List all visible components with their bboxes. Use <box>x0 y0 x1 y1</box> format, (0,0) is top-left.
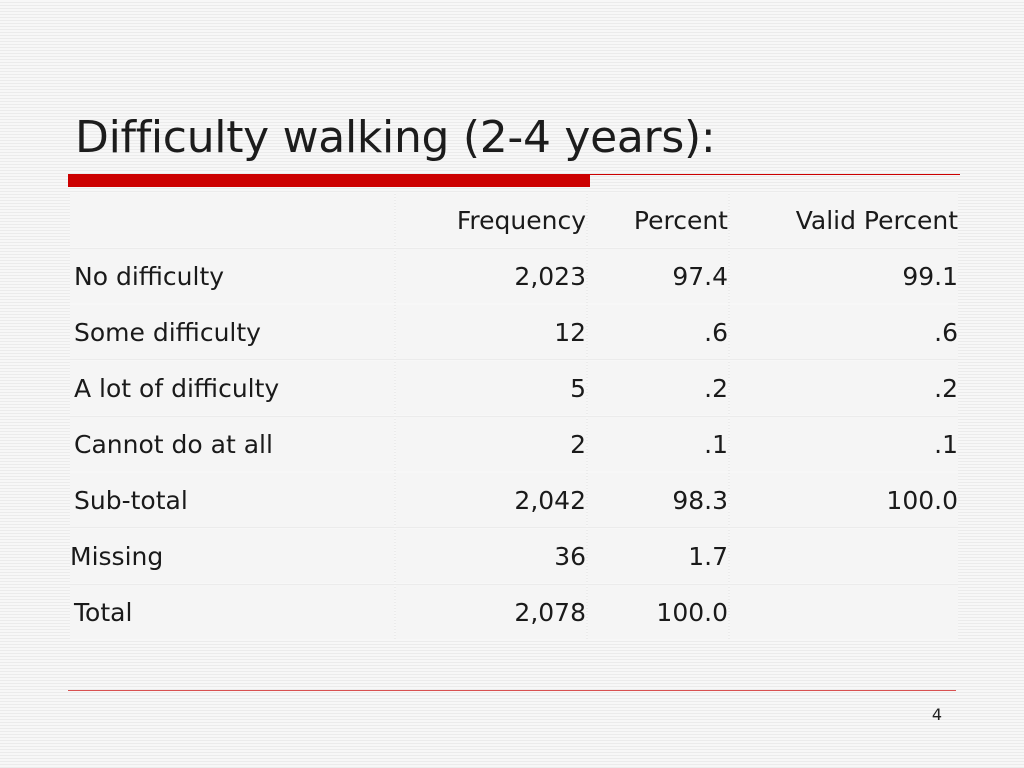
table-header-row: Frequency Percent Valid Percent <box>70 193 958 247</box>
header-valid-percent: Valid Percent <box>730 193 958 247</box>
frequency-cell: 2 <box>396 417 586 471</box>
row-label: A lot of difficulty <box>70 361 394 415</box>
row-label: Some difficulty <box>70 305 394 359</box>
table-row: Total 2,078 100.0 <box>70 585 958 639</box>
row-label: Missing <box>70 529 394 583</box>
header-cell-blank <box>70 193 394 247</box>
valid-percent-cell: .2 <box>730 361 958 415</box>
table-row: Some difficulty 12 .6 .6 <box>70 305 958 359</box>
valid-percent-cell <box>730 585 958 639</box>
table-row: A lot of difficulty 5 .2 .2 <box>70 361 958 415</box>
table-row: Sub-total 2,042 98.3 100.0 <box>70 473 958 527</box>
valid-percent-cell: 99.1 <box>730 249 958 303</box>
frequency-cell: 2,078 <box>396 585 586 639</box>
frequency-cell: 12 <box>396 305 586 359</box>
row-label: Total <box>70 585 394 639</box>
frequency-cell: 2,042 <box>396 473 586 527</box>
header-frequency: Frequency <box>396 193 586 247</box>
row-label: Cannot do at all <box>70 417 394 471</box>
page-number: 4 <box>931 705 943 724</box>
percent-cell: 100.0 <box>588 585 728 639</box>
table-row: No difficulty 2,023 97.4 99.1 <box>70 249 958 303</box>
row-label: Sub-total <box>70 473 394 527</box>
percent-cell: 98.3 <box>588 473 728 527</box>
frequency-table: Frequency Percent Valid Percent No diffi… <box>68 191 960 641</box>
table-row: Cannot do at all 2 .1 .1 <box>70 417 958 471</box>
percent-cell: .2 <box>588 361 728 415</box>
valid-percent-cell: .6 <box>730 305 958 359</box>
footer-rule <box>68 690 956 691</box>
title-underline-thin <box>68 174 960 175</box>
title-underline-bar <box>68 175 590 187</box>
valid-percent-cell: 100.0 <box>730 473 958 527</box>
valid-percent-cell: .1 <box>730 417 958 471</box>
frequency-cell: 36 <box>396 529 586 583</box>
percent-cell: .6 <box>588 305 728 359</box>
frequency-cell: 2,023 <box>396 249 586 303</box>
valid-percent-cell <box>730 529 958 583</box>
table-row: Missing 36 1.7 <box>70 529 958 583</box>
header-percent: Percent <box>588 193 728 247</box>
row-label: No difficulty <box>70 249 394 303</box>
slide-title: Difficulty walking (2-4 years): <box>75 112 716 163</box>
percent-cell: .1 <box>588 417 728 471</box>
frequency-cell: 5 <box>396 361 586 415</box>
percent-cell: 97.4 <box>588 249 728 303</box>
percent-cell: 1.7 <box>588 529 728 583</box>
